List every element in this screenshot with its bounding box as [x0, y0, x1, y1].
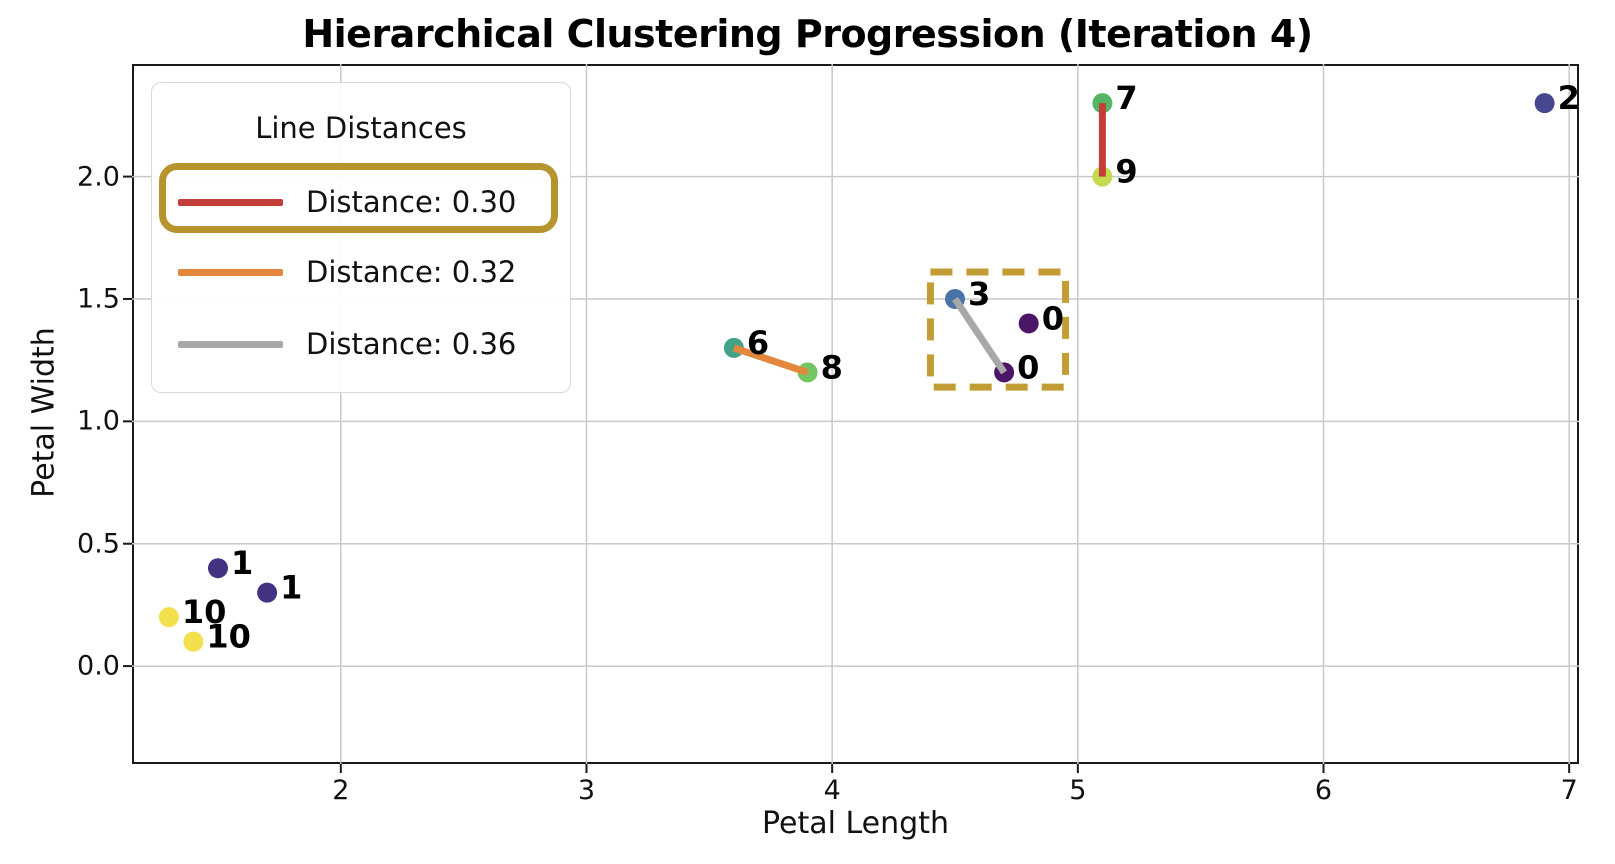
y-tick-label: 1.5 [77, 283, 120, 315]
x-tick-label: 5 [1069, 775, 1087, 806]
scatter-point [183, 631, 204, 652]
scatter-point [1534, 93, 1555, 114]
legend-entry-label: Distance: 0.32 [306, 255, 517, 289]
y-tick-label: 1.0 [77, 405, 120, 437]
point-label: 0 [1042, 299, 1064, 337]
y-tick-label: 0.0 [77, 650, 120, 682]
point-label: 2 [1558, 79, 1580, 117]
legend-entry-0: Distance: 0.30 [152, 182, 570, 222]
scatter-point [207, 558, 228, 579]
scatter-point [257, 582, 278, 603]
point-label: 1 [280, 569, 302, 607]
point-label: 0 [1017, 348, 1039, 386]
y-tick-label: 0.5 [77, 528, 120, 560]
merge-candidate-box [926, 268, 1070, 391]
x-tick-label: 2 [332, 775, 350, 806]
legend-swatch-red [178, 199, 283, 206]
point-label: 1 [231, 544, 253, 582]
legend-title: Line Distances [255, 111, 467, 145]
cluster-link-line [732, 344, 809, 376]
legend-highlight-ring [159, 163, 558, 233]
legend-swatch-gray [178, 341, 283, 348]
point-label: 3 [968, 275, 990, 313]
x-tick-label: 7 [1560, 775, 1578, 806]
point-label: 10 [182, 593, 227, 631]
point-label: 7 [1115, 79, 1137, 117]
point-label: 6 [747, 324, 769, 362]
scatter-point [158, 607, 179, 628]
cluster-link-line [952, 297, 1008, 375]
x-tick-label: 6 [1314, 775, 1333, 806]
x-axis-label: Petal Length [762, 806, 949, 841]
point-label: 8 [821, 348, 843, 386]
point-label: 9 [1115, 153, 1137, 191]
chart-title: Hierarchical Clustering Progression (Ite… [302, 12, 1313, 56]
legend-entry-2: Distance: 0.36 [152, 324, 570, 364]
legend-box: Line Distances Distance: 0.30 Distance: … [151, 82, 571, 393]
x-tick-label: 4 [823, 775, 841, 806]
x-tick-label: 3 [577, 775, 596, 806]
y-tick-label: 2.0 [77, 161, 120, 193]
legend-entry-label: Distance: 0.36 [306, 327, 517, 361]
legend-entry-1: Distance: 0.32 [152, 252, 570, 292]
point-label: 10 [206, 618, 251, 656]
y-axis-label: Petal Width [26, 327, 62, 498]
legend-swatch-orange [178, 269, 283, 276]
scatter-point [1018, 313, 1039, 334]
legend-entry-label: Distance: 0.30 [306, 185, 517, 219]
